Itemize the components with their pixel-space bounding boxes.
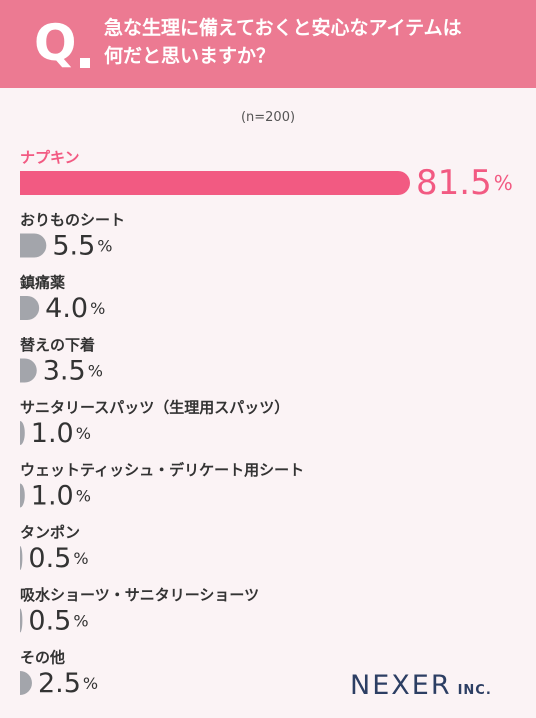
q-dot [80,58,90,68]
category-label: タンポン [20,524,80,542]
value-label: 2.5% [38,668,98,699]
question-text: 急な生理に備えておくと安心なアイテムは 何だと思いますか？ [104,14,524,70]
category-label: ナプキン [20,149,80,167]
question-line-1: 急な生理に備えておくと安心なアイテムは [104,17,462,39]
value-label: 3.5% [43,355,103,386]
category-label: おりものシート [20,211,125,229]
bar [20,171,410,195]
value-label: 0.5% [28,605,88,636]
sample-size-note: (n=200) [240,110,296,125]
nexer-logo: NEXER INC. [350,670,492,702]
value-label: 1.0% [31,480,91,511]
bar [20,671,32,695]
bar [20,296,40,320]
category-label: 替えの下着 [20,336,95,354]
category-label: ウェットティッシュ・デリケート用シート [20,461,304,479]
value-label: 4.0% [45,293,105,324]
bar [20,421,25,446]
bar [20,358,37,383]
category-label: 鎮痛薬 [20,274,65,292]
value-label: 0.5% [28,543,88,574]
category-label: サニタリースパッツ（生理用スパッツ） [20,399,289,417]
bar [20,546,23,570]
bar [20,483,25,508]
logo-sub: INC. [457,683,492,698]
logo-main: NEXER [350,670,452,701]
value-label: 5.5% [52,230,112,261]
question-header: Q 急な生理に備えておくと安心なアイテムは 何だと思いますか？ [0,0,536,88]
value-label: 1.0% [31,418,91,449]
bar [20,233,47,258]
bar [20,608,23,633]
question-line-2: 何だと思いますか？ [104,45,276,67]
category-label: その他 [20,649,65,667]
q-mark: Q [34,14,77,72]
value-label: 81.5% [416,163,513,203]
category-label: 吸水ショーツ・サニタリーショーツ [20,586,259,604]
